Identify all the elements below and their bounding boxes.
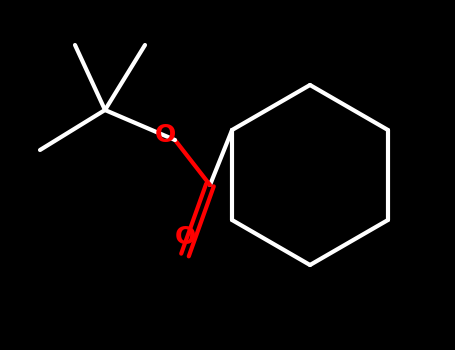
Text: O: O bbox=[154, 123, 176, 147]
Text: O: O bbox=[174, 225, 196, 249]
